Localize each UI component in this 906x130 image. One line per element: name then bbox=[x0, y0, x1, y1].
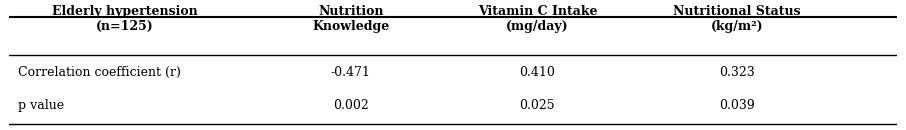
Text: Nutrition
Knowledge: Nutrition Knowledge bbox=[313, 5, 390, 33]
Text: Nutritional Status
(kg/m²): Nutritional Status (kg/m²) bbox=[673, 5, 801, 33]
Text: p value: p value bbox=[18, 99, 64, 112]
Text: 0.025: 0.025 bbox=[519, 99, 555, 112]
Text: 0.410: 0.410 bbox=[519, 66, 555, 79]
Text: Elderly hypertension
(n=125): Elderly hypertension (n=125) bbox=[52, 5, 198, 33]
Text: 0.002: 0.002 bbox=[333, 99, 369, 112]
Text: Correlation coefficient (r): Correlation coefficient (r) bbox=[18, 66, 181, 79]
Text: 0.323: 0.323 bbox=[719, 66, 755, 79]
Text: Vitamin C Intake
(mg/day): Vitamin C Intake (mg/day) bbox=[477, 5, 597, 33]
Text: -0.471: -0.471 bbox=[331, 66, 371, 79]
Text: 0.039: 0.039 bbox=[719, 99, 755, 112]
